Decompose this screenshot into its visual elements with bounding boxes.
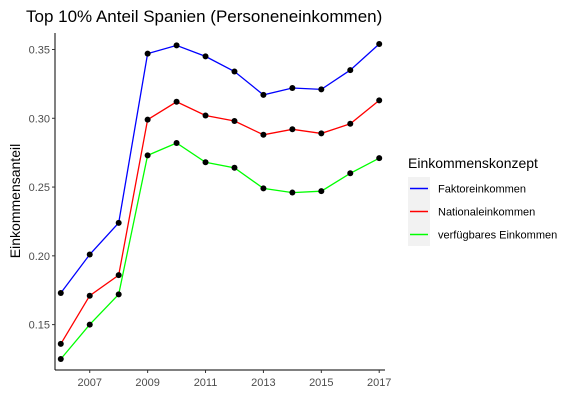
x-tick-label: 2011 <box>194 377 218 389</box>
data-point-series-3 <box>260 185 267 192</box>
data-point-series-2 <box>289 126 296 133</box>
y-tick-label: 0.30 <box>29 113 50 125</box>
data-point-series-3 <box>289 189 296 196</box>
data-point-series-1 <box>289 85 296 92</box>
data-point-series-1 <box>144 50 151 57</box>
data-point-series-1 <box>202 53 209 60</box>
data-point-series-3 <box>86 321 93 328</box>
y-tick-label: 0.25 <box>29 182 50 194</box>
data-point-series-2 <box>347 120 354 127</box>
legend-label: verfügbares Einkommen <box>438 230 557 242</box>
legend-label: Nationaleinkommen <box>438 207 535 219</box>
x-tick-label: 2015 <box>309 377 333 389</box>
plot-points <box>57 41 383 362</box>
data-point-series-2 <box>260 131 267 138</box>
y-tick-label: 0.15 <box>29 320 50 332</box>
data-point-series-3 <box>347 170 354 177</box>
y-tick-label: 0.35 <box>29 45 50 57</box>
legend-title: Einkommenskonzept <box>408 155 538 171</box>
data-point-series-1 <box>318 86 325 93</box>
series-line-3 <box>60 142 380 360</box>
data-point-series-2 <box>115 272 122 279</box>
x-tick-label: 2017 <box>367 377 391 389</box>
data-point-series-3 <box>144 152 151 159</box>
x-tick-label: 2009 <box>135 377 159 389</box>
data-point-series-2 <box>57 340 64 347</box>
data-point-series-1 <box>115 219 122 226</box>
axes: 0.15 0.20 0.25 0.30 0.35 2007 2009 2011 2013 2015… <box>29 33 391 389</box>
x-tick-label: 2013 <box>251 377 275 389</box>
data-point-series-1 <box>260 91 267 98</box>
data-point-series-1 <box>173 42 180 49</box>
data-point-series-2 <box>376 97 383 104</box>
data-point-series-1 <box>57 289 64 296</box>
legend-label: Faktoreinkommen <box>438 184 526 196</box>
data-point-series-1 <box>376 41 383 48</box>
data-point-series-3 <box>115 291 122 298</box>
data-point-series-2 <box>86 292 93 299</box>
legend: Einkommenskonzept Faktoreinkommen Nationa… <box>408 155 557 246</box>
data-point-series-1 <box>347 67 354 74</box>
data-point-series-3 <box>231 164 238 171</box>
data-point-series-3 <box>57 355 64 362</box>
data-point-series-2 <box>202 112 209 119</box>
data-point-series-3 <box>173 140 180 147</box>
y-tick-label: 0.20 <box>29 251 50 263</box>
x-tick-label: 2007 <box>77 377 101 389</box>
chart-title: Top 10% Anteil Spanien (Personeneinkomme… <box>26 7 382 26</box>
y-axis-title: Einkommensanteil <box>7 144 23 258</box>
data-point-series-3 <box>318 188 325 195</box>
series-line-1 <box>60 43 380 294</box>
data-point-series-1 <box>231 68 238 75</box>
data-point-series-2 <box>231 118 238 125</box>
data-point-series-2 <box>173 98 180 105</box>
data-point-series-3 <box>202 159 209 166</box>
data-point-series-2 <box>144 116 151 123</box>
data-point-series-1 <box>86 251 93 258</box>
data-point-series-3 <box>376 155 383 162</box>
series-line-2 <box>60 99 380 345</box>
plot-lines <box>60 43 380 360</box>
data-point-series-2 <box>318 130 325 137</box>
